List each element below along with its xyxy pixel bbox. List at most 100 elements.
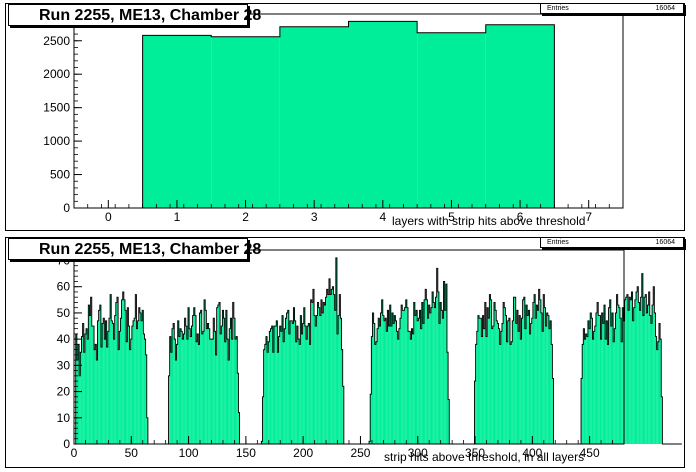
bin-bar (185, 326, 187, 444)
bin-bar (640, 297, 642, 444)
bin-bar (511, 341, 513, 444)
x-tick-label: 7 (585, 210, 592, 224)
bin-bar (652, 305, 654, 444)
bin-bar (611, 312, 614, 444)
bin-bar (441, 310, 443, 444)
bin-bar (332, 286, 334, 444)
bin-bar (178, 336, 180, 444)
bin-bar (443, 281, 445, 444)
y-tick-label: 0 (63, 437, 70, 451)
bin-bar (231, 339, 233, 444)
bin-bar (177, 320, 179, 444)
bin-bar (83, 352, 85, 444)
bin-bar (530, 323, 532, 444)
bin-bar (228, 360, 230, 444)
bin-bar (617, 305, 619, 444)
bin-bar (374, 344, 376, 444)
bin-bar (630, 299, 632, 444)
bin-bar (115, 302, 117, 444)
bin-bar (108, 318, 111, 444)
bin-bar (310, 299, 312, 444)
bin-bar (326, 289, 328, 444)
bin-bar (403, 310, 405, 444)
bin-bar (636, 291, 638, 444)
bin-bar (198, 344, 200, 444)
bin-bar (107, 331, 109, 444)
bin-bar (106, 347, 108, 444)
bin-bar (381, 299, 383, 444)
bin-bar (280, 331, 282, 444)
bin-bar (201, 333, 203, 444)
bin-bar (493, 302, 496, 444)
x-tick-label: 300 (408, 446, 428, 460)
bin-bar (497, 323, 499, 444)
x-tick-label: 200 (293, 446, 313, 460)
bin-bar (226, 339, 229, 444)
bin-bar (413, 302, 415, 444)
bin-bar (276, 320, 278, 444)
bin-bar (114, 315, 116, 444)
bin-bar (306, 339, 308, 444)
y-tick-label: 2000 (43, 67, 70, 81)
bin-bar (528, 310, 530, 444)
bin-bar (134, 318, 136, 444)
bin-bar (369, 441, 371, 444)
bin-bar (634, 299, 637, 444)
bin-bar (503, 302, 505, 444)
bin-bar (214, 331, 216, 444)
bin-bar (489, 294, 491, 444)
bin-bar (632, 320, 634, 444)
bin-bar (379, 326, 381, 444)
bin-bar (589, 328, 591, 444)
bin-bar (637, 286, 639, 444)
bin-bar (334, 310, 336, 444)
bin-bar (499, 344, 501, 444)
bin-bar (292, 323, 294, 444)
bin-bar (535, 318, 537, 444)
bin-bar (519, 315, 521, 444)
bin-bar (437, 291, 439, 444)
bin-bar (626, 294, 629, 444)
bin-bar (284, 328, 286, 444)
bin-bar (624, 299, 626, 444)
bar-layer-6 (485, 24, 555, 209)
bin-bar (629, 297, 631, 444)
bin-bar (416, 310, 418, 444)
bin-bar (308, 323, 310, 444)
bin-bar (298, 339, 300, 444)
bin-bar (218, 302, 221, 444)
bin-bar (75, 333, 77, 444)
bin-bar (126, 341, 128, 444)
bin-bar (323, 302, 325, 444)
bin-bar (116, 297, 119, 444)
bin-bar (613, 341, 615, 444)
bin-bar (427, 318, 429, 444)
bin-bar (86, 328, 88, 444)
bin-bar (268, 341, 270, 444)
bin-bar (394, 315, 396, 444)
bin-bar (498, 328, 500, 444)
bin-bar (316, 315, 318, 444)
bin-bar (654, 312, 656, 444)
bin-bar (289, 320, 292, 444)
bin-bar (518, 331, 520, 444)
bin-bar (184, 318, 186, 444)
bin-bar (216, 307, 218, 444)
bin-bar (90, 297, 92, 444)
bin-bar (542, 331, 544, 444)
bin-bar (189, 328, 191, 444)
bin-bar (433, 302, 435, 444)
histogram-outline (142, 20, 555, 208)
bin-bar (657, 341, 659, 444)
bin-bar (286, 312, 288, 444)
bin-bar (399, 318, 402, 444)
bin-bar (91, 326, 93, 444)
bin-bar (526, 305, 528, 444)
bin-bar (405, 299, 407, 444)
bin-bar (110, 294, 112, 444)
bin-bar (174, 339, 176, 444)
bin-bar (204, 299, 206, 444)
bin-bar (418, 318, 420, 444)
bin-bar (515, 323, 517, 444)
bin-bar (176, 344, 178, 444)
